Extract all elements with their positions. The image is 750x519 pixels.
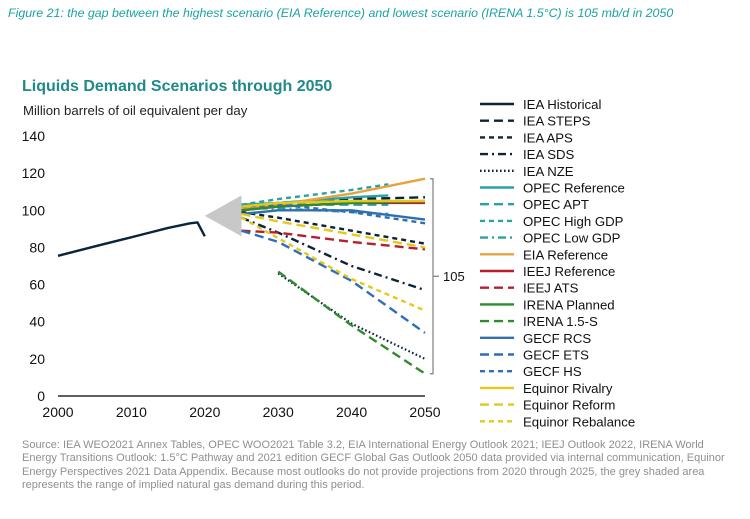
range-bracket <box>430 178 439 375</box>
legend-label-eia-reference: EIA Reference <box>523 247 608 262</box>
legend-label-opec-apt: OPEC APT <box>523 197 589 212</box>
series-line-ieej-ats <box>241 229 426 251</box>
legend-label-iea-sds: IEA SDS <box>523 147 575 162</box>
legend-label-equinor-rebalance: Equinor Rebalance <box>523 414 635 429</box>
x-tick-label: 2040 <box>336 404 367 420</box>
legend-label-ieej-reference: IEEJ Reference <box>523 264 615 279</box>
series-line-iea-historical <box>57 221 206 257</box>
y-tick-label: 80 <box>29 239 45 255</box>
series-line-equinor-rivalry <box>241 199 425 208</box>
chart-title: Liquids Demand Scenarios through 2050 <box>22 78 333 95</box>
series-line-iea-nze <box>277 272 426 360</box>
series-line-iea-aps <box>241 210 426 245</box>
legend-label-opec-reference: OPEC Reference <box>523 181 625 196</box>
legend-label-gecf-rcs: GECF RCS <box>523 331 591 346</box>
legend-label-ieej-ats: IEEJ ATS <box>523 281 579 296</box>
y-tick-label: 120 <box>22 165 46 181</box>
series-line-iea-sds <box>241 216 426 292</box>
series-line-gecf-rcs <box>241 209 426 221</box>
grey-shaded-area-group <box>204 195 242 237</box>
legend-label-opec-high-gdp: OPEC High GDP <box>523 214 624 229</box>
grey-shaded-area <box>204 195 242 237</box>
y-tick-label: 0 <box>37 388 45 404</box>
legend-label-equinor-rivalry: Equinor Rivalry <box>523 381 613 396</box>
y-tick-label: 140 <box>22 128 46 144</box>
range-bracket-group: 105 <box>430 178 465 375</box>
legend-label-iea-historical: IEA Historical <box>523 97 601 112</box>
legend-label-iea-steps: IEA STEPS <box>523 114 591 129</box>
legend-label-opec-low-gdp: OPEC Low GDP <box>523 231 621 246</box>
y-tick-label: 60 <box>29 277 45 293</box>
y-axis-label: Million barrels of oil equivalent per da… <box>23 103 248 118</box>
series-lines <box>57 177 426 375</box>
y-tick-label: 40 <box>29 314 45 330</box>
y-tick-label: 20 <box>29 351 45 367</box>
y-tick-label: 100 <box>22 202 46 218</box>
series-line-opec-high-gdp <box>241 183 389 206</box>
legend-label-gecf-hs: GECF HS <box>523 364 582 379</box>
legend-label-irena-1-5-s: IRENA 1.5-S <box>523 314 598 329</box>
legend-label-equinor-reform: Equinor Reform <box>523 398 615 413</box>
series-line-irena-1-5-s <box>277 270 426 375</box>
x-tick-label: 2020 <box>189 404 220 420</box>
series-line-equinor-reform <box>241 212 426 249</box>
legend-label-iea-aps: IEA APS <box>523 130 573 145</box>
source-note: Source: IEA WEO2021 Annex Tables, OPEC W… <box>22 439 725 492</box>
x-tick-label: 2010 <box>116 404 147 420</box>
legend-label-gecf-ets: GECF ETS <box>523 348 589 363</box>
range-bracket-label: 105 <box>443 269 465 284</box>
x-tick-label: 2000 <box>42 404 73 420</box>
x-tick-label: 2050 <box>409 404 440 420</box>
legend-label-iea-nze: IEA NZE <box>523 164 574 179</box>
x-tick-label: 2030 <box>263 404 294 420</box>
series-line-gecf-ets <box>241 229 426 334</box>
legend-label-irena-planned: IRENA Planned <box>523 297 615 312</box>
figure-caption: Figure 21: the gap between the highest s… <box>8 6 674 20</box>
series-line-equinor-rebalance <box>240 216 426 312</box>
